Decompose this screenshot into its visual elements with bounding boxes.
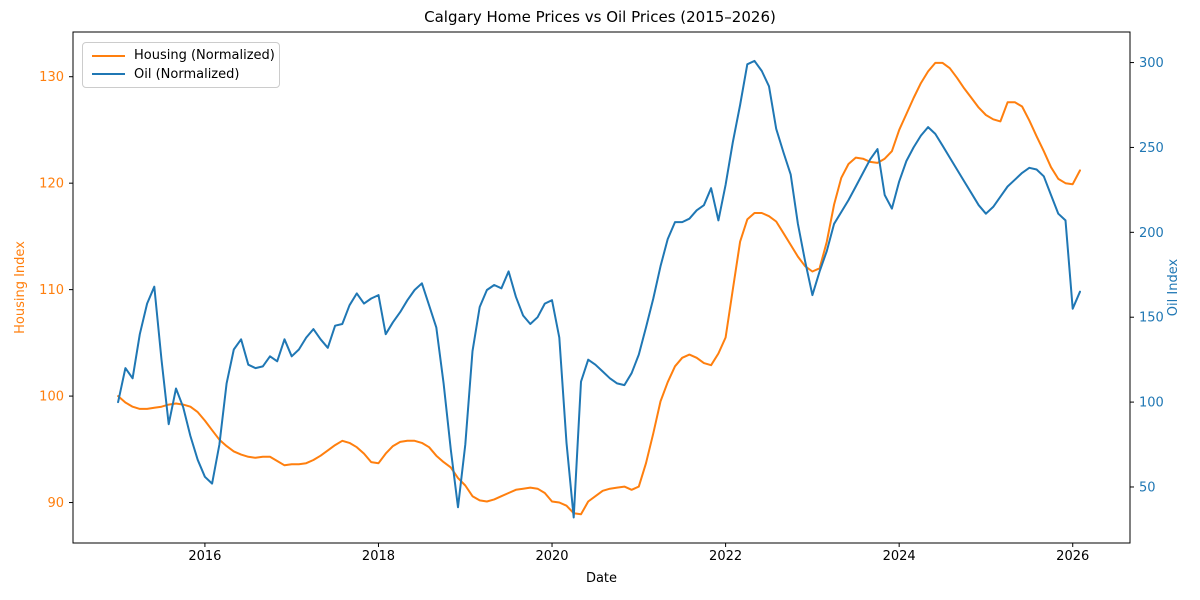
svg-text:2022: 2022 — [709, 549, 742, 564]
svg-text:200: 200 — [1139, 226, 1164, 241]
right-axis-ticks: 50 100 150 200 250 300 — [1130, 56, 1164, 495]
legend-label-oil: Oil (Normalized) — [134, 66, 240, 82]
legend-item-oil: Oil (Normalized) — [92, 67, 279, 82]
svg-text:90: 90 — [47, 496, 64, 511]
housing-series-line — [117, 61, 1081, 516]
svg-text:2018: 2018 — [362, 549, 395, 564]
svg-text:110: 110 — [39, 283, 64, 298]
plot-border — [72, 31, 1131, 544]
y-axis-label-left: Housing Index — [13, 241, 28, 334]
chart-title: Calgary Home Prices vs Oil Prices (2015–… — [424, 8, 776, 26]
legend: Housing (Normalized) Oil (Normalized) — [82, 42, 280, 88]
oil-series-line — [117, 59, 1081, 519]
svg-text:300: 300 — [1139, 56, 1164, 71]
svg-text:120: 120 — [39, 177, 64, 192]
oil-line-swatch-icon — [92, 73, 125, 76]
svg-text:100: 100 — [39, 390, 64, 405]
x-axis-ticks: 2016 2018 2020 2022 2024 2026 — [188, 543, 1089, 564]
svg-text:130: 130 — [39, 70, 64, 85]
svg-text:100: 100 — [1139, 396, 1164, 411]
y-axis-label-right: Oil Index — [1166, 259, 1181, 317]
svg-text:50: 50 — [1139, 480, 1156, 495]
legend-label-housing: Housing (Normalized) — [134, 48, 275, 64]
x-axis-label: Date — [586, 571, 617, 586]
svg-text:2020: 2020 — [535, 549, 568, 564]
svg-text:2024: 2024 — [883, 549, 916, 564]
legend-item-housing: Housing (Normalized) — [92, 48, 279, 63]
left-axis-ticks: 90 100 110 120 130 — [39, 70, 73, 511]
svg-text:250: 250 — [1139, 141, 1164, 156]
svg-text:2016: 2016 — [188, 549, 221, 564]
svg-text:150: 150 — [1139, 311, 1164, 326]
housing-line-swatch-icon — [92, 54, 125, 57]
series-lines — [117, 59, 1081, 519]
svg-text:2026: 2026 — [1056, 549, 1089, 564]
